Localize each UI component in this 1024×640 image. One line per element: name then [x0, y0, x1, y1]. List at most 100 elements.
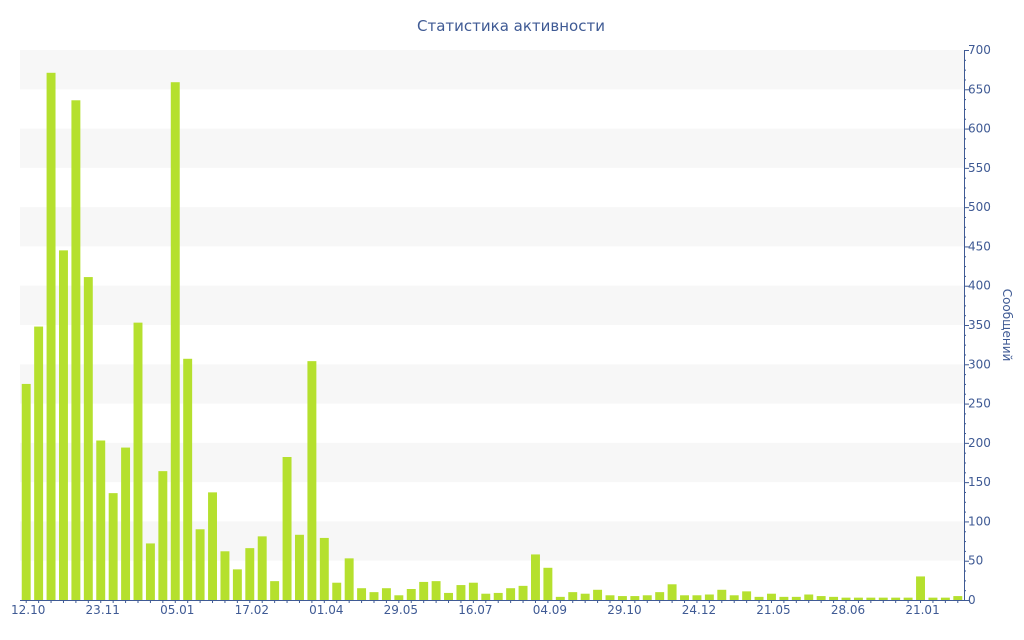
bar — [158, 471, 168, 600]
bar — [245, 548, 255, 600]
bar — [96, 440, 106, 600]
bar — [394, 595, 404, 600]
bar — [145, 543, 155, 600]
bar — [568, 592, 578, 600]
bar — [257, 536, 267, 600]
grid-band — [20, 128, 964, 168]
x-tick-label: 29.05 — [384, 603, 418, 617]
bar — [617, 596, 627, 600]
bar — [170, 82, 180, 600]
bar — [381, 588, 391, 600]
y-tick-label: 600 — [968, 122, 991, 136]
bar — [344, 558, 354, 600]
bar — [940, 597, 950, 600]
bar — [953, 596, 963, 600]
bar — [543, 567, 553, 600]
y-tick-label: 0 — [968, 593, 976, 607]
bar — [891, 597, 901, 600]
bar — [667, 584, 677, 600]
chart-title: Статистика активности — [417, 17, 605, 35]
y-tick-label: 500 — [968, 200, 991, 214]
x-tick-label: 12.10 — [11, 603, 45, 617]
bar — [481, 593, 491, 600]
x-tick-label: 21.05 — [756, 603, 790, 617]
bar — [605, 595, 615, 600]
bar — [692, 595, 702, 600]
y-tick-label: 650 — [968, 82, 991, 96]
y-tick-label: 300 — [968, 357, 991, 371]
x-tick-label: 17.02 — [235, 603, 269, 617]
bar — [133, 322, 143, 600]
y-tick-label: 450 — [968, 239, 991, 253]
bar — [468, 582, 478, 600]
x-tick-label: 16.07 — [458, 603, 492, 617]
bar — [866, 597, 876, 600]
bar — [717, 589, 727, 600]
y-tick-label: 350 — [968, 318, 991, 332]
bar — [767, 593, 776, 600]
y-tick-label: 50 — [968, 554, 983, 568]
bar — [878, 597, 888, 600]
bar — [916, 576, 925, 600]
x-tick-label: 24.12 — [682, 603, 716, 617]
bar — [121, 447, 131, 600]
grid-band — [20, 364, 964, 404]
bar — [232, 569, 242, 600]
bar — [729, 595, 739, 600]
bar — [319, 537, 329, 600]
x-ticks: 12.10 23.11 05.01 17.02 01.04 29.05 16.07 04.09… — [11, 600, 959, 617]
bar — [419, 581, 429, 600]
y-tick-label: 200 — [968, 436, 991, 450]
x-tick-label: 29.10 — [607, 603, 641, 617]
bar — [357, 588, 367, 600]
bar — [593, 589, 603, 600]
bar — [804, 594, 814, 600]
bar — [928, 597, 938, 600]
grid-band — [20, 207, 964, 247]
bar — [21, 383, 31, 600]
bar — [406, 589, 416, 600]
bar — [816, 596, 826, 600]
bar — [220, 551, 230, 600]
x-tick-label: 04.09 — [533, 603, 567, 617]
bar — [208, 492, 217, 600]
bar — [71, 100, 81, 600]
bar — [791, 596, 801, 600]
bar — [444, 592, 453, 600]
bar — [59, 250, 68, 601]
bar — [369, 592, 379, 600]
bar — [83, 277, 93, 600]
bar — [642, 595, 652, 600]
bar — [307, 361, 317, 600]
bar — [742, 591, 752, 600]
bar — [506, 588, 516, 600]
bar — [655, 592, 665, 600]
x-tick-label: 21.01 — [905, 603, 939, 617]
bar — [903, 597, 913, 600]
bar — [754, 596, 764, 600]
bar — [456, 585, 466, 600]
bar — [282, 457, 292, 600]
bar — [34, 326, 44, 600]
bar — [431, 581, 441, 600]
y-ticks: 0 50 100 150 200 250 300 350 400 450 500 550 600 650 7… — [964, 43, 991, 607]
y-tick-label: 400 — [968, 279, 991, 293]
bar — [680, 595, 689, 600]
bars — [21, 72, 963, 601]
bar — [630, 596, 640, 600]
bar — [46, 72, 56, 601]
bar — [195, 529, 205, 600]
bar — [108, 493, 118, 600]
bar — [841, 597, 851, 600]
y-axis-title: Сообщений — [1000, 289, 1014, 362]
x-tick-label: 05.01 — [160, 603, 194, 617]
bar — [183, 358, 193, 600]
bar — [295, 534, 304, 600]
bar — [704, 594, 714, 600]
y-tick-label: 250 — [968, 397, 991, 411]
y-tick-label: 100 — [968, 514, 991, 528]
bar — [555, 596, 565, 600]
x-tick-label: 01.04 — [309, 603, 343, 617]
bar — [853, 597, 863, 600]
